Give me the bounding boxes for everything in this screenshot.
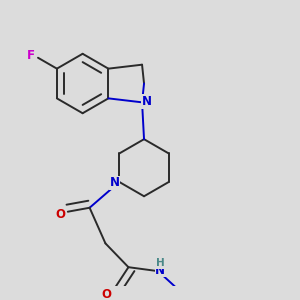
Text: N: N [155,264,165,277]
Text: N: N [110,176,120,189]
Text: H: H [156,258,164,268]
Text: N: N [142,95,152,108]
Text: O: O [101,288,111,300]
Text: O: O [56,208,66,220]
Text: F: F [27,49,35,62]
